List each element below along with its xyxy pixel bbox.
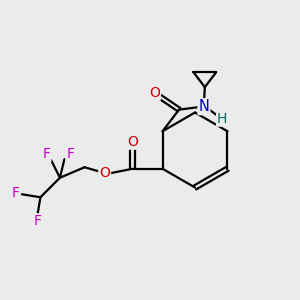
- Text: F: F: [66, 147, 74, 161]
- Text: F: F: [12, 186, 20, 200]
- Text: H: H: [217, 112, 227, 126]
- Text: F: F: [42, 147, 50, 161]
- Text: O: O: [127, 135, 138, 149]
- Text: O: O: [149, 85, 160, 100]
- Text: O: O: [99, 166, 110, 180]
- Text: F: F: [33, 214, 41, 228]
- Text: N: N: [199, 99, 209, 114]
